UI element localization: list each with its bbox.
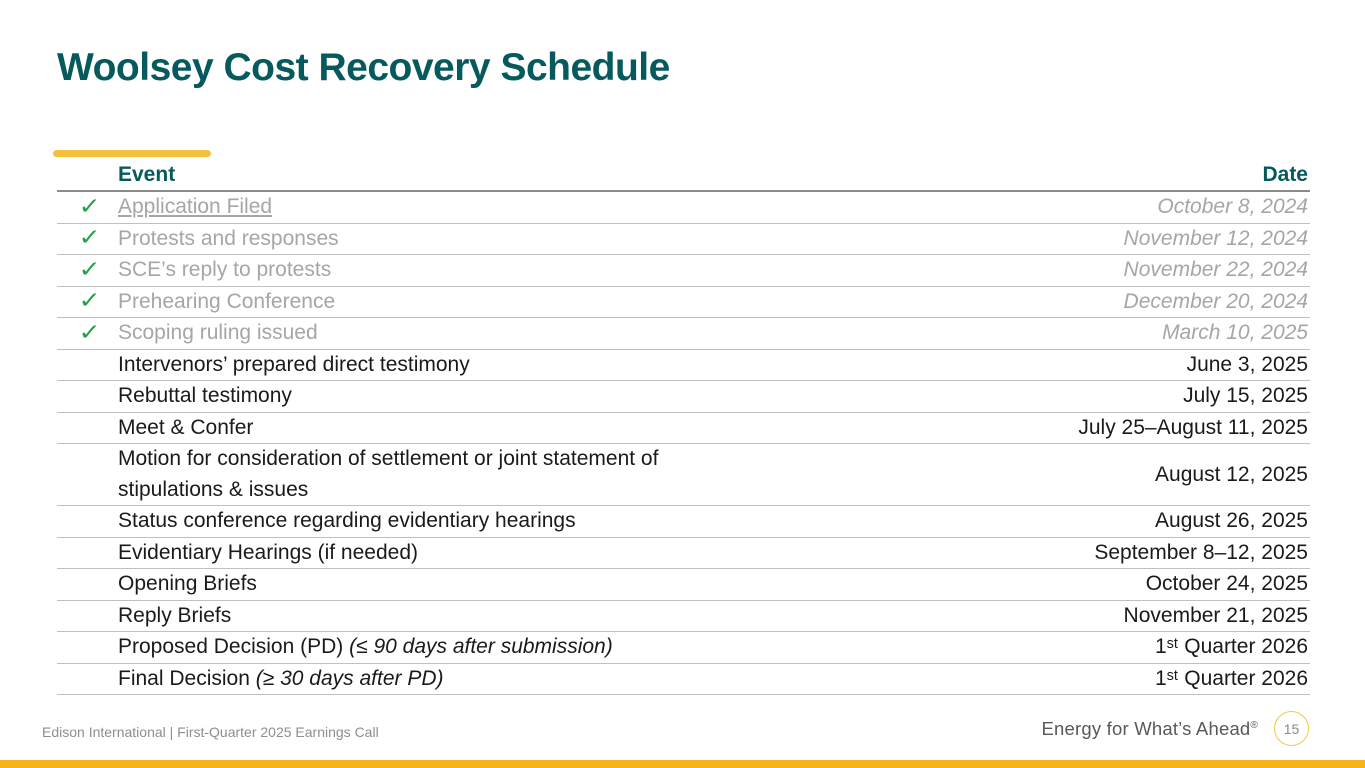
date-cell: October 8, 2024 bbox=[1157, 195, 1308, 219]
event-note: (≥ 30 days after PD) bbox=[255, 666, 444, 690]
check-cell: ✓ bbox=[57, 226, 118, 251]
checkmark-icon: ✓ bbox=[78, 255, 101, 282]
check-cell bbox=[57, 541, 118, 565]
event-cell: Intervenors’ prepared direct testimony bbox=[118, 350, 1187, 381]
table-row: ✓ Prehearing Conference December 20, 202… bbox=[57, 287, 1310, 318]
event-cell: Motion for consideration of settlement o… bbox=[118, 444, 1155, 505]
check-cell: ✓ bbox=[57, 289, 118, 314]
event-label: Prehearing Conference bbox=[118, 289, 336, 313]
date-cell: November 22, 2024 bbox=[1123, 258, 1308, 282]
date-cell: October 24, 2025 bbox=[1145, 572, 1308, 596]
checkmark-icon: ✓ bbox=[78, 287, 101, 314]
event-label: Scoping ruling issued bbox=[118, 321, 318, 344]
event-label: Meet & Confer bbox=[118, 415, 254, 439]
page-number-badge: 15 bbox=[1274, 711, 1309, 746]
table-row: Status conference regarding evidentiary … bbox=[57, 506, 1310, 538]
event-cell: Protests and responses bbox=[118, 224, 1124, 255]
table-row: ✓ Scoping ruling issued March 10, 2025 bbox=[57, 318, 1310, 350]
table-body: ✓ Application Filed October 8, 2024 ✓ Pr… bbox=[57, 192, 1310, 695]
table-row: Meet & Confer July 25–August 11, 2025 bbox=[57, 413, 1310, 444]
event-label: Application Filed bbox=[118, 195, 273, 218]
table-row: Opening Briefs October 24, 2025 bbox=[57, 569, 1310, 601]
table-row: Reply Briefs November 21, 2025 bbox=[57, 601, 1310, 632]
event-label: Intervenors’ prepared direct testimony bbox=[118, 352, 470, 376]
event-cell: Reply Briefs bbox=[118, 601, 1124, 632]
header-date: Date bbox=[1262, 163, 1308, 186]
event-label: Proposed Decision (PD) bbox=[118, 635, 350, 658]
date-cell: August 26, 2025 bbox=[1155, 509, 1308, 533]
gold-bottom-bar bbox=[0, 760, 1365, 768]
event-cell: SCE’s reply to protests bbox=[118, 255, 1124, 286]
event-cell: Meet & Confer bbox=[118, 413, 1078, 444]
table-row: Rebuttal testimony July 15, 2025 bbox=[57, 381, 1310, 413]
event-cell: Status conference regarding evidentiary … bbox=[118, 506, 1155, 537]
check-cell bbox=[57, 416, 118, 440]
table-row: Motion for consideration of settlement o… bbox=[57, 444, 1310, 506]
schedule-table: Event Date ✓ Application Filed October 8… bbox=[57, 160, 1310, 695]
check-cell bbox=[57, 604, 118, 628]
check-cell bbox=[57, 635, 118, 659]
registered-mark: ® bbox=[1250, 719, 1258, 731]
table-header-row: Event Date bbox=[57, 160, 1310, 192]
event-cell: Final Decision (≥ 30 days after PD) bbox=[118, 664, 1155, 695]
event-label: Protests and responses bbox=[118, 226, 339, 250]
header-event: Event bbox=[118, 162, 176, 186]
check-cell bbox=[57, 384, 118, 408]
check-cell: ✓ bbox=[57, 255, 118, 283]
table-row: ✓ SCE’s reply to protests November 22, 2… bbox=[57, 255, 1310, 287]
footer-brand: Energy for What’s Ahead® 15 bbox=[1042, 711, 1309, 746]
date-cell: November 12, 2024 bbox=[1123, 226, 1308, 250]
event-cell: Opening Briefs bbox=[118, 569, 1146, 600]
table-row: Final Decision (≥ 30 days after PD) 1ˢᵗ … bbox=[57, 664, 1310, 695]
check-cell bbox=[57, 667, 118, 691]
checkmark-icon: ✓ bbox=[78, 224, 101, 251]
checkmark-icon: ✓ bbox=[78, 318, 101, 345]
table-row: Proposed Decision (PD) (≤ 90 days after … bbox=[57, 632, 1310, 664]
event-cell: Application Filed bbox=[118, 192, 1157, 223]
event-label: SCE’s reply to protests bbox=[118, 258, 332, 281]
event-label: Status conference regarding evidentiary … bbox=[118, 509, 576, 532]
date-cell: July 25–August 11, 2025 bbox=[1078, 415, 1308, 439]
table-row: Evidentiary Hearings (if needed) Septemb… bbox=[57, 538, 1310, 569]
check-cell: ✓ bbox=[57, 318, 118, 346]
event-cell: Scoping ruling issued bbox=[118, 318, 1162, 349]
date-cell: July 15, 2025 bbox=[1183, 384, 1308, 408]
table-row: Intervenors’ prepared direct testimony J… bbox=[57, 350, 1310, 381]
checkmark-icon: ✓ bbox=[78, 192, 101, 219]
event-cell: Rebuttal testimony bbox=[118, 381, 1183, 412]
event-label: Evidentiary Hearings (if needed) bbox=[118, 540, 418, 564]
gold-accent-line bbox=[53, 150, 211, 157]
table-row: ✓ Protests and responses November 12, 20… bbox=[57, 224, 1310, 255]
date-cell: 1ˢᵗ Quarter 2026 bbox=[1154, 635, 1308, 659]
event-note: (≤ 90 days after submission) bbox=[349, 635, 613, 658]
date-cell: June 3, 2025 bbox=[1186, 352, 1308, 376]
event-label: Final Decision bbox=[118, 666, 256, 690]
event-cell: Evidentiary Hearings (if needed) bbox=[118, 538, 1094, 569]
footer-attribution: Edison International | First-Quarter 202… bbox=[42, 724, 379, 740]
tagline-text: Energy for What’s Ahead bbox=[1041, 717, 1251, 739]
event-label: Motion for consideration of settlement o… bbox=[118, 447, 659, 501]
event-cell: Prehearing Conference bbox=[118, 287, 1124, 318]
check-cell bbox=[57, 353, 118, 377]
header-check-spacer bbox=[57, 175, 118, 176]
date-cell: March 10, 2025 bbox=[1162, 321, 1308, 345]
check-cell bbox=[57, 572, 118, 596]
slide-title: Woolsey Cost Recovery Schedule bbox=[57, 46, 670, 89]
event-label: Reply Briefs bbox=[118, 603, 232, 627]
event-label: Rebuttal testimony bbox=[118, 384, 292, 407]
check-cell: ✓ bbox=[57, 192, 118, 220]
date-cell: December 20, 2024 bbox=[1123, 289, 1308, 313]
date-cell: November 21, 2025 bbox=[1123, 603, 1308, 627]
brand-tagline: Energy for What’s Ahead® bbox=[1042, 718, 1258, 740]
event-label: Opening Briefs bbox=[118, 572, 257, 595]
table-row: ✓ Application Filed October 8, 2024 bbox=[57, 192, 1310, 224]
date-cell: September 8–12, 2025 bbox=[1094, 540, 1308, 564]
date-cell: 1ˢᵗ Quarter 2026 bbox=[1154, 666, 1308, 690]
check-cell bbox=[57, 463, 118, 487]
date-cell: August 12, 2025 bbox=[1155, 462, 1308, 486]
event-cell: Proposed Decision (PD) (≤ 90 days after … bbox=[118, 632, 1155, 663]
check-cell bbox=[57, 509, 118, 533]
